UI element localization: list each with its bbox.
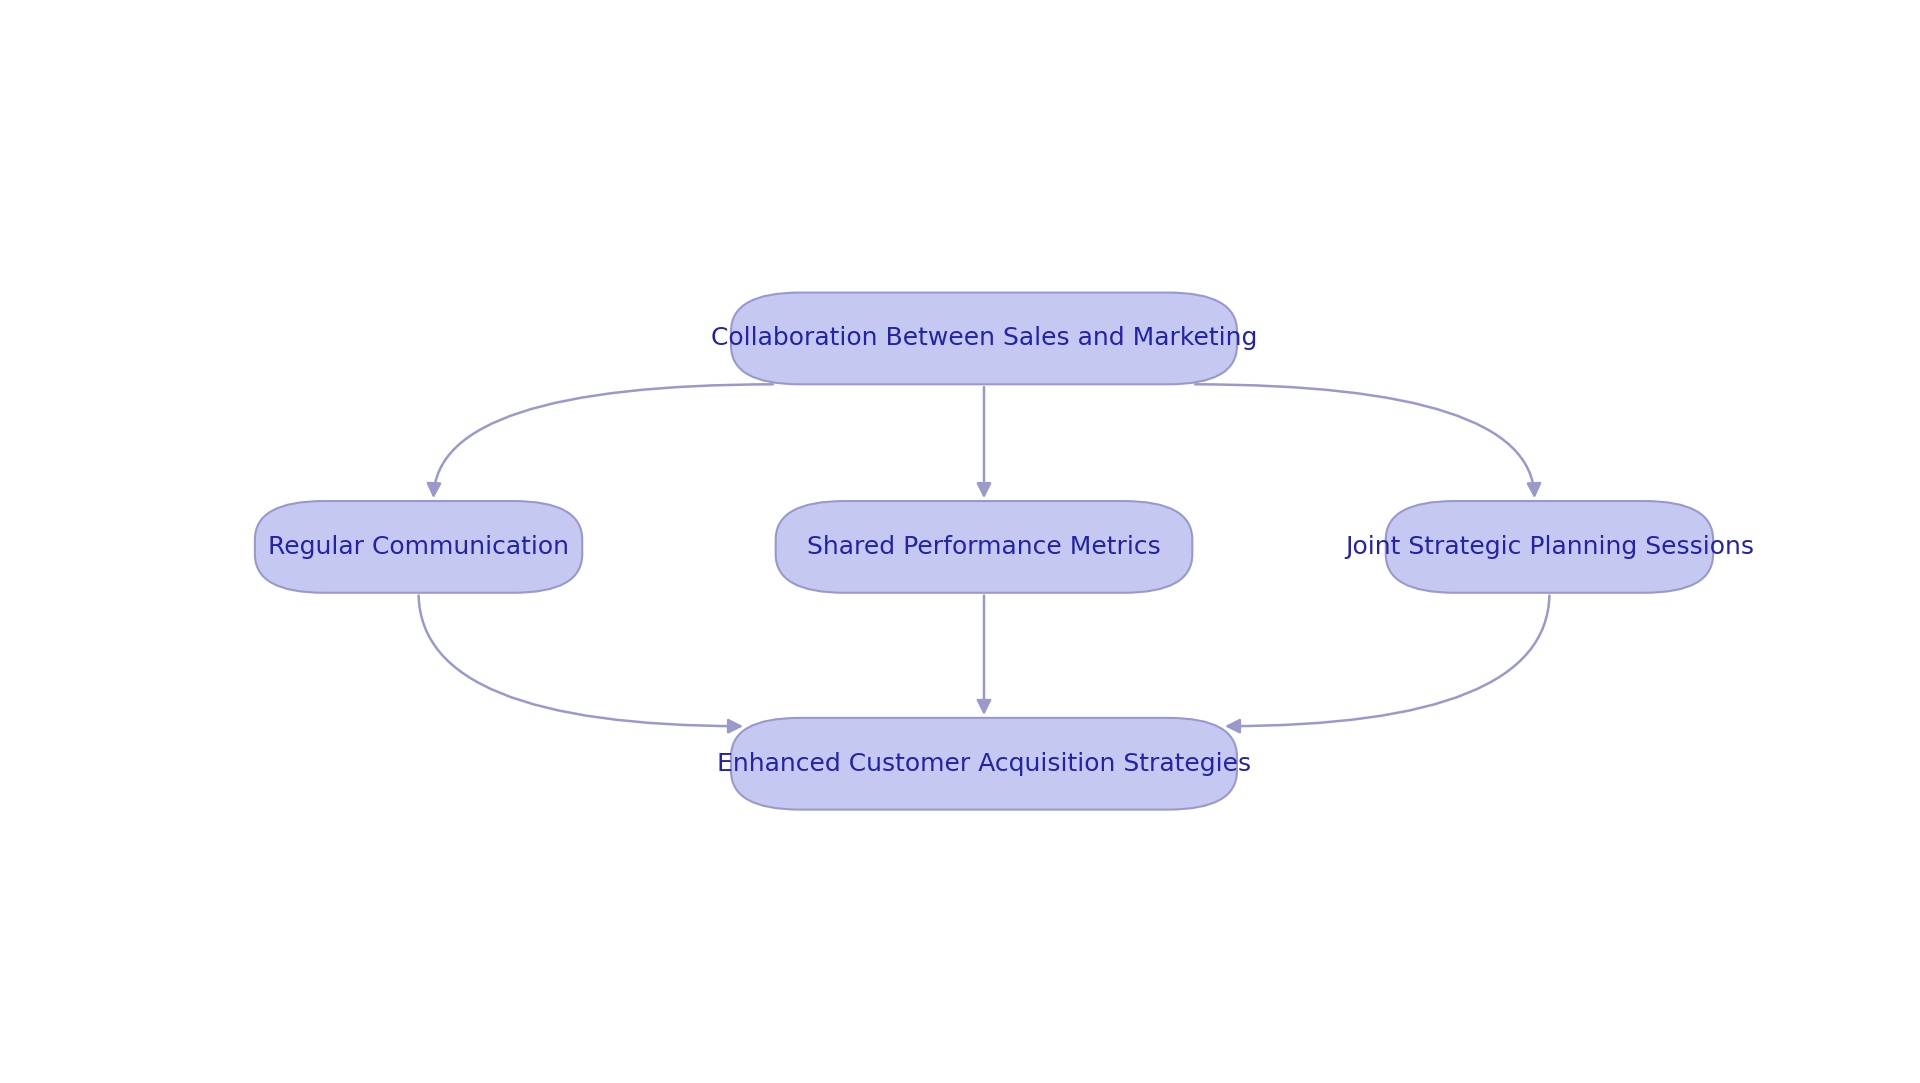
Text: Joint Strategic Planning Sessions: Joint Strategic Planning Sessions	[1344, 535, 1755, 559]
FancyBboxPatch shape	[776, 501, 1192, 592]
FancyBboxPatch shape	[1386, 501, 1713, 592]
FancyBboxPatch shape	[732, 292, 1236, 384]
Text: Shared Performance Metrics: Shared Performance Metrics	[806, 535, 1162, 559]
FancyBboxPatch shape	[255, 501, 582, 592]
Text: Enhanced Customer Acquisition Strategies: Enhanced Customer Acquisition Strategies	[716, 752, 1252, 775]
FancyBboxPatch shape	[732, 718, 1236, 810]
Text: Regular Communication: Regular Communication	[269, 535, 568, 559]
Text: Collaboration Between Sales and Marketing: Collaboration Between Sales and Marketin…	[710, 326, 1258, 351]
